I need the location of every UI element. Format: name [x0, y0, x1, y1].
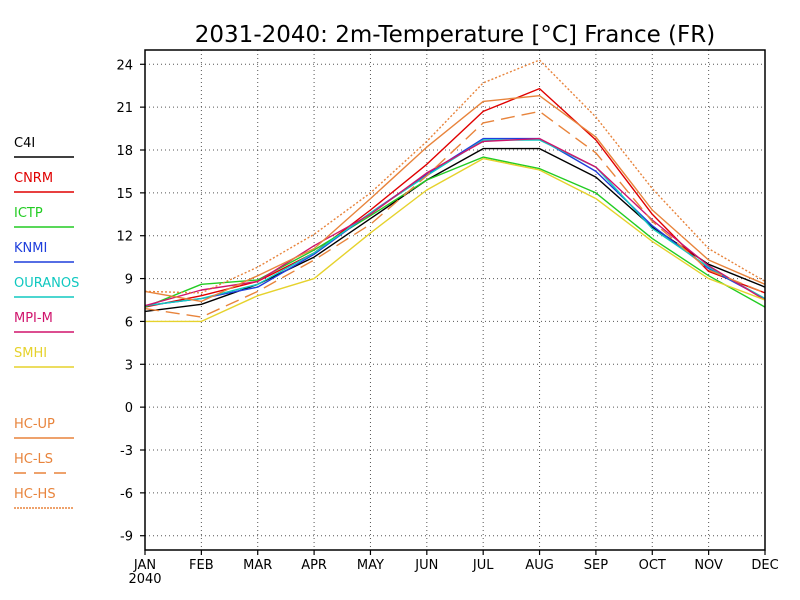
- legend: C4I CNRM ICTP KNMI OURANOS MPI-M SMHI HC-UP HC-L…: [14, 136, 79, 509]
- y-tick-label: -6: [120, 487, 133, 502]
- x-tick-label: DEC: [751, 558, 778, 573]
- series-line-hc-ls: [144, 110, 766, 318]
- y-tick-label: 3: [125, 358, 133, 373]
- x-tick-label: JUN: [414, 558, 438, 573]
- y-tick-label: 24: [116, 58, 133, 73]
- y-tick-label: -3: [120, 444, 133, 459]
- x-tick-label: FEB: [189, 558, 214, 573]
- legend-label-cnrm: CNRM: [14, 171, 53, 186]
- y-tick-label: 6: [125, 315, 133, 330]
- y-tick-label: 9: [125, 273, 133, 288]
- legend-label-smhi: SMHI: [14, 346, 47, 361]
- legend-label-knmi: KNMI: [14, 241, 47, 256]
- chart-title: 2031-2040: 2m-Temperature [°C] France (F…: [195, 22, 715, 48]
- y-axis: -9 -6 -3 0 3 6 9 12 15 18 21 24: [116, 58, 145, 545]
- series-line-smhi: [145, 157, 766, 323]
- legend-label-mpi-m: MPI-M: [14, 311, 53, 326]
- legend-label-ictp: ICTP: [14, 206, 43, 221]
- legend-label-hc-ls: HC-LS: [14, 452, 53, 467]
- series-line-mpi-m: [144, 137, 766, 307]
- x-tick-label: JUL: [472, 558, 494, 573]
- y-tick-label: -9: [120, 530, 133, 545]
- series-line-cnrm: [144, 87, 766, 308]
- series-line-hc-up: [144, 94, 766, 303]
- legend-label-ouranos: OURANOS: [14, 276, 79, 291]
- x-tick-label: MAY: [357, 558, 384, 573]
- legend-label-hc-hs: HC-HS: [14, 487, 56, 502]
- x-year-label: 2040: [128, 572, 161, 587]
- x-tick-label: SEP: [584, 558, 608, 573]
- plot-frame: [144, 49, 766, 551]
- x-tick-label: JAN: [133, 558, 156, 573]
- y-tick-label: 15: [116, 187, 133, 202]
- x-tick-label: AUG: [525, 558, 553, 573]
- legend-label-c4i: C4I: [14, 136, 35, 151]
- y-tick-label: 18: [116, 144, 133, 159]
- x-tick-label: APR: [301, 558, 327, 573]
- y-tick-label: 21: [116, 101, 133, 116]
- x-axis: 2040 JAN FEB MAR APR MAY JUN JUL AUG SEP OCT NOV DE…: [128, 550, 779, 587]
- series-lines: [144, 59, 766, 323]
- y-tick-label: 12: [116, 230, 133, 245]
- x-tick-label: OCT: [639, 558, 666, 573]
- y-tick-label: 0: [125, 401, 133, 416]
- x-tick-label: NOV: [694, 558, 723, 573]
- legend-label-hc-up: HC-UP: [14, 417, 55, 432]
- series-line-hc-hs: [144, 59, 766, 294]
- x-tick-label: MAR: [243, 558, 272, 573]
